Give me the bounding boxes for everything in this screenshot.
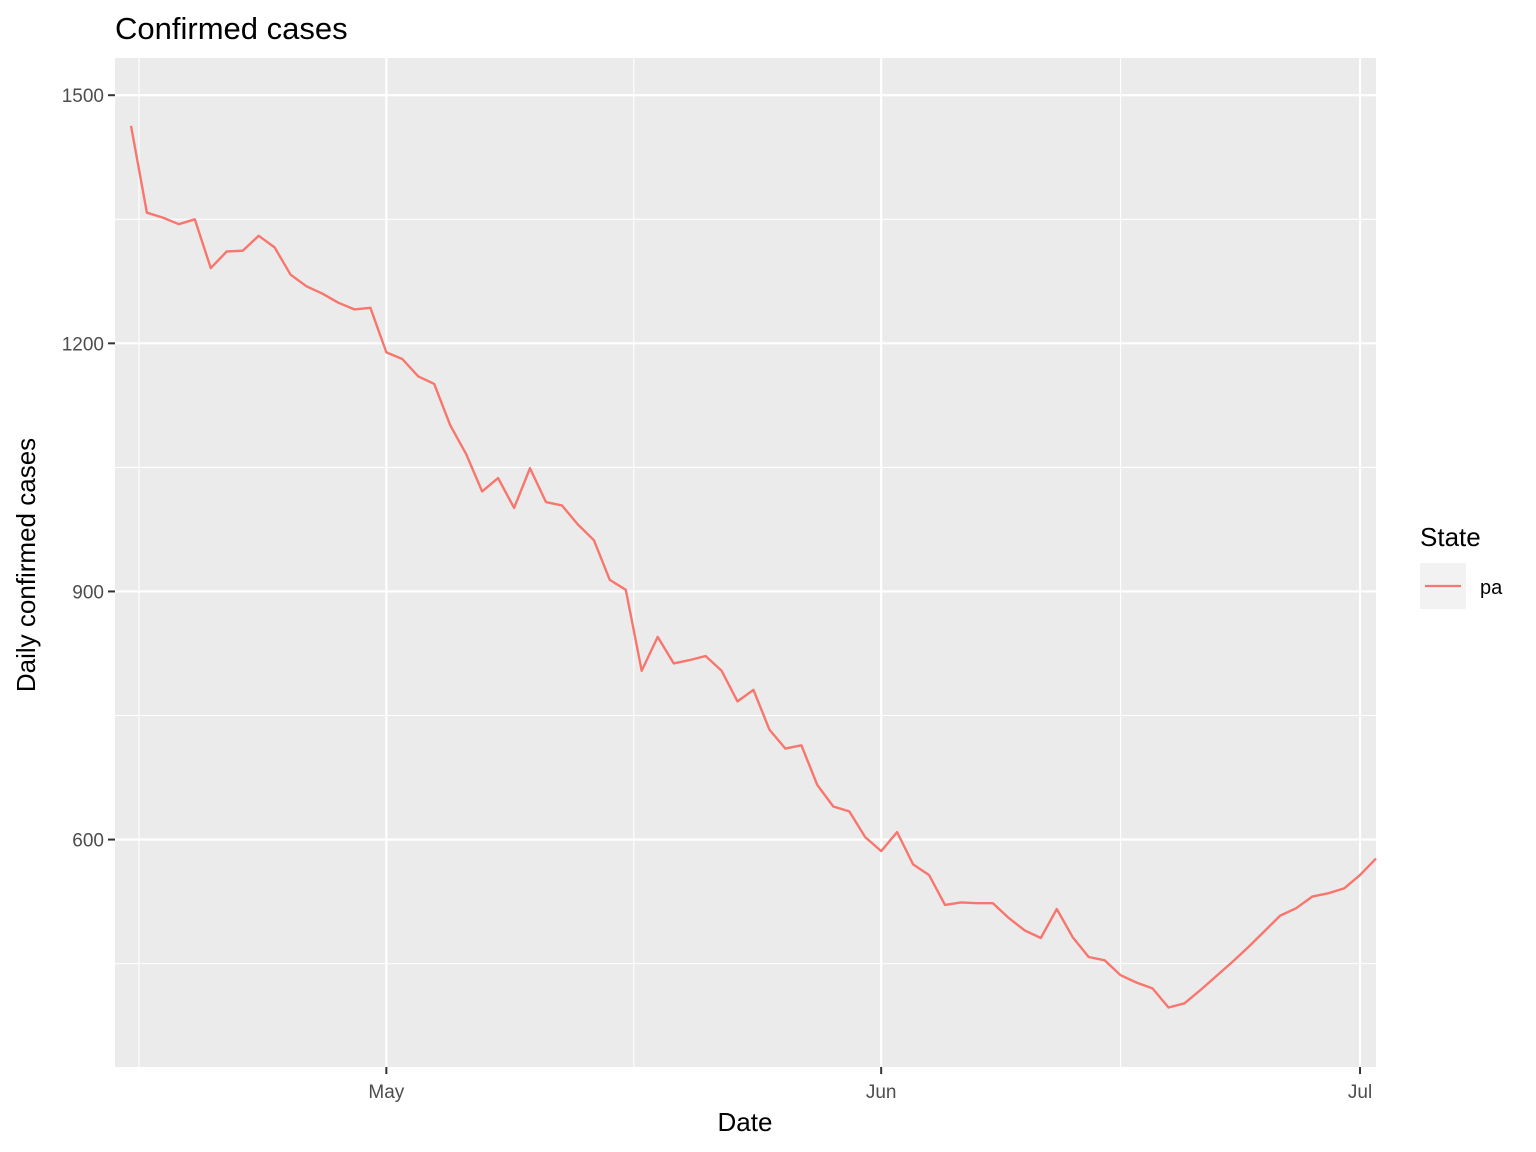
- x-tick-label: Jun: [866, 1082, 897, 1103]
- y-tick-label: 900: [72, 582, 104, 603]
- series-line-pa: [129, 125, 1377, 1009]
- minor-gridlines: [115, 58, 1376, 1067]
- y-axis-title: Daily confirmed cases: [11, 438, 41, 692]
- x-tick-label: May: [368, 1082, 404, 1103]
- y-tick-label: 600: [72, 831, 104, 852]
- series-layer: [129, 125, 1377, 1009]
- y-axis: 600 900 1200 1500: [62, 86, 115, 852]
- chart-title: Confirmed cases: [115, 11, 348, 46]
- major-gridlines: [115, 58, 1376, 1067]
- legend-title: State: [1420, 522, 1481, 552]
- y-tick-label: 1500: [62, 86, 104, 107]
- legend-label-pa: pa: [1480, 577, 1503, 599]
- x-tick-label: Jul: [1348, 1082, 1372, 1103]
- plot-panel: [115, 58, 1376, 1067]
- legend: State pa: [1420, 522, 1503, 609]
- x-axis-title: Date: [718, 1107, 773, 1137]
- y-tick-label: 1200: [62, 334, 104, 355]
- x-axis: May Jun Jul: [368, 1067, 1372, 1103]
